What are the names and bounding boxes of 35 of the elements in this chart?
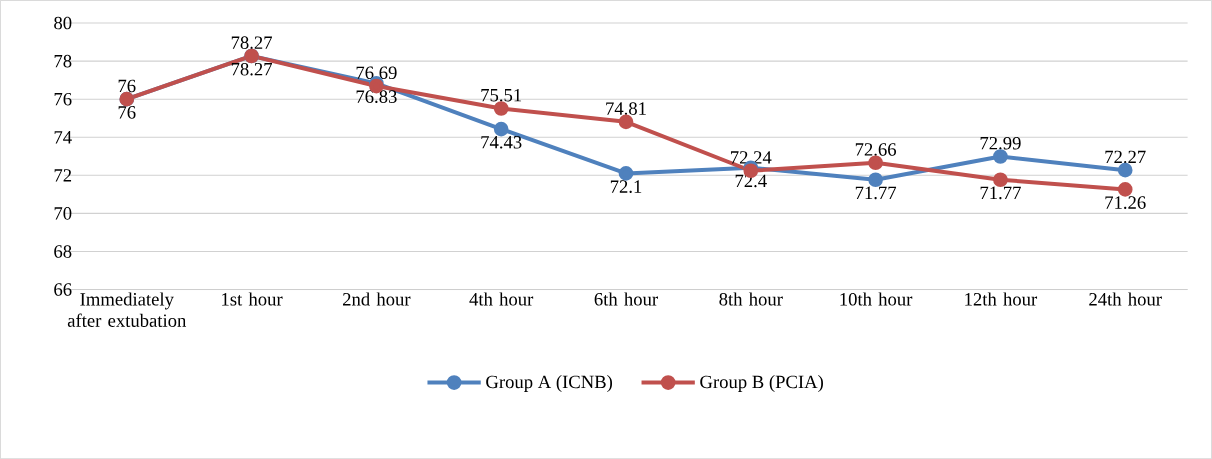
y-tick-label: 80 — [54, 16, 72, 30]
y-tick-label: 68 — [54, 245, 72, 258]
data-label: 72.99 — [980, 136, 1021, 150]
data-label: 75.51 — [481, 88, 522, 102]
data-label: 76 — [118, 106, 136, 119]
x-tick-label: 4th hour — [469, 292, 534, 306]
data-label: 72.24 — [731, 151, 772, 164]
legend-label: Group B (PCIA) — [700, 374, 823, 392]
x-tick-label: 8th hour — [719, 292, 783, 306]
x-tick-label: 6th hour — [594, 292, 658, 306]
y-tick-label: 66 — [54, 283, 72, 296]
data-label: 74.43 — [481, 135, 522, 149]
data-label: 74.81 — [606, 102, 646, 115]
data-label: 76.83 — [356, 90, 397, 103]
y-tick-label: 78 — [54, 54, 72, 68]
x-tick-label: 1st hour — [222, 292, 283, 306]
data-label: 71.77 — [980, 186, 1021, 200]
data-label: 72.66 — [855, 143, 897, 156]
legend-label: Group A (ICNB) — [486, 374, 613, 392]
data-label: 78.27 — [231, 36, 273, 49]
x-tick-label: 10th hour — [840, 292, 913, 306]
data-label: 72.27 — [1105, 150, 1146, 164]
y-tick-label: 76 — [54, 92, 72, 106]
x-tick-label: 2nd hour — [343, 292, 411, 306]
y-tick-label: 74 — [54, 131, 72, 144]
data-label: 71.26 — [1105, 196, 1146, 209]
y-tick-label: 72 — [54, 169, 72, 182]
data-label: 76 — [118, 79, 136, 93]
x-tick-label: 24th hour — [1089, 292, 1162, 306]
data-label: 76.69 — [356, 66, 397, 80]
data-label: 78.27 — [231, 62, 273, 76]
x-tick-label: 12th hour — [965, 292, 1038, 306]
y-tick-label: 70 — [54, 207, 72, 220]
data-label: 72.1 — [610, 180, 642, 193]
data-label: 71.77 — [855, 186, 897, 200]
